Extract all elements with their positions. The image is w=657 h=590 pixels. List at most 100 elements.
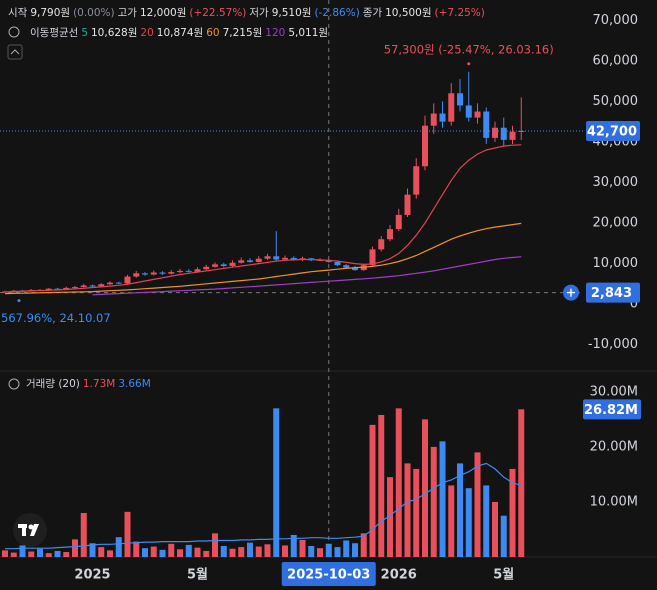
y-tick-label: -10,000 (588, 337, 638, 352)
candle-body (492, 127, 498, 138)
volume-bar (80, 512, 87, 557)
candle-body (177, 270, 183, 273)
candle-body (290, 257, 297, 260)
volume-bar (430, 446, 437, 557)
volume-bar (28, 551, 35, 557)
price-badge-label: 42,700 (587, 124, 637, 139)
candle-body (63, 287, 70, 290)
ma-period: 20 (140, 27, 154, 39)
ohlc-change: (0.00%) (73, 7, 115, 19)
candle-body (273, 256, 280, 260)
volume-bar (220, 545, 227, 557)
y-tick-label: 30,000 (593, 175, 639, 190)
volume-bar (150, 546, 157, 557)
high-annotation: 57,300원 (-25.47%, 26.03.16) (384, 42, 554, 56)
ohlc-value: 9,510원 (271, 7, 312, 19)
crosshair-price-label: 2,843 (591, 286, 632, 301)
volume-bar (343, 540, 350, 557)
ohlc-label: 시작 (8, 7, 28, 19)
x-tick-label: 2026 (381, 568, 417, 583)
candle-body (2, 291, 8, 293)
price-badge (586, 120, 640, 141)
candle-body (518, 130, 525, 132)
eye-icon[interactable] (8, 378, 20, 390)
ma-value: 7,215원 (222, 27, 263, 39)
y-tick-label: 30.00M (590, 384, 638, 399)
volume-bar (334, 547, 341, 557)
candle-body (107, 282, 113, 285)
candle-body (343, 265, 350, 268)
y-tick-label: 70,000 (593, 13, 639, 28)
candle-body (404, 194, 411, 215)
volume-bar (247, 542, 253, 557)
candle-body (194, 269, 201, 272)
volume-bar (518, 409, 525, 557)
candle-body (229, 262, 236, 267)
volume-ma-line (5, 462, 522, 550)
candle-body (448, 93, 455, 122)
volume-bar (422, 419, 428, 557)
ma-period: 5 (81, 27, 88, 39)
candle-body (89, 285, 96, 287)
ohlc-label: 저가 (249, 7, 269, 19)
eye-icon[interactable] (8, 26, 20, 38)
volume-bar (387, 477, 393, 557)
high-marker (467, 62, 471, 66)
volume-bar (369, 424, 376, 557)
candle-body (474, 111, 481, 118)
volume-bar (45, 553, 52, 557)
volume-bar (404, 463, 411, 557)
candle-body (352, 267, 358, 271)
collapse-button[interactable] (7, 44, 23, 60)
volume-bar (142, 548, 148, 557)
candle-body (439, 113, 446, 122)
volume-bar (89, 543, 96, 557)
volume-bar (299, 539, 306, 557)
volume-bar (282, 545, 288, 557)
volume-bar (317, 548, 323, 557)
candle-body (168, 272, 175, 274)
candle-body (500, 127, 507, 140)
candle-body (369, 249, 376, 266)
candle-body (422, 125, 428, 167)
volume-bar (168, 543, 175, 557)
moving-average-line (4, 144, 522, 293)
ohlc-change: (-2.86%) (314, 7, 360, 19)
volume-value: 1.73M (82, 378, 116, 390)
ohlc-change: (+7.25%) (434, 7, 485, 19)
ma-legend: 이동평균선 5 10,628원 20 10,874원 60 7,215원 120 5,011원 (30, 25, 331, 40)
y-tick-label: 50,000 (593, 94, 639, 109)
volume-bar (492, 501, 498, 557)
moving-average-line (4, 222, 522, 295)
candle-body (98, 284, 105, 287)
volume-bar (465, 488, 472, 557)
volume-bar (264, 544, 271, 557)
y-tick-label: 20.00M (590, 439, 638, 454)
candle-body (395, 214, 402, 230)
volume-bar (2, 550, 8, 557)
volume-bar (124, 511, 131, 557)
candle-body (124, 276, 131, 284)
volume-bar (360, 533, 367, 557)
ohlc-label: 고가 (117, 7, 137, 19)
candle-body (378, 239, 385, 250)
candle-body (465, 105, 472, 118)
candle-body (334, 261, 341, 266)
candle-body (45, 288, 52, 291)
volume-bar (185, 544, 192, 557)
candle-body (387, 229, 393, 240)
ma-value: 5,011원 (288, 27, 329, 39)
volume-bar (54, 550, 61, 557)
ma-value: 10,628원 (91, 27, 138, 39)
volume-badge (583, 399, 641, 420)
candle-body (220, 264, 227, 267)
volume-bar (194, 547, 201, 557)
volume-bar (238, 547, 245, 557)
volume-bar (229, 548, 236, 557)
candle-body (413, 166, 420, 195)
ohlc-change: (+22.57%) (189, 7, 247, 19)
candle-body (72, 287, 78, 289)
volume-bar (509, 468, 516, 557)
